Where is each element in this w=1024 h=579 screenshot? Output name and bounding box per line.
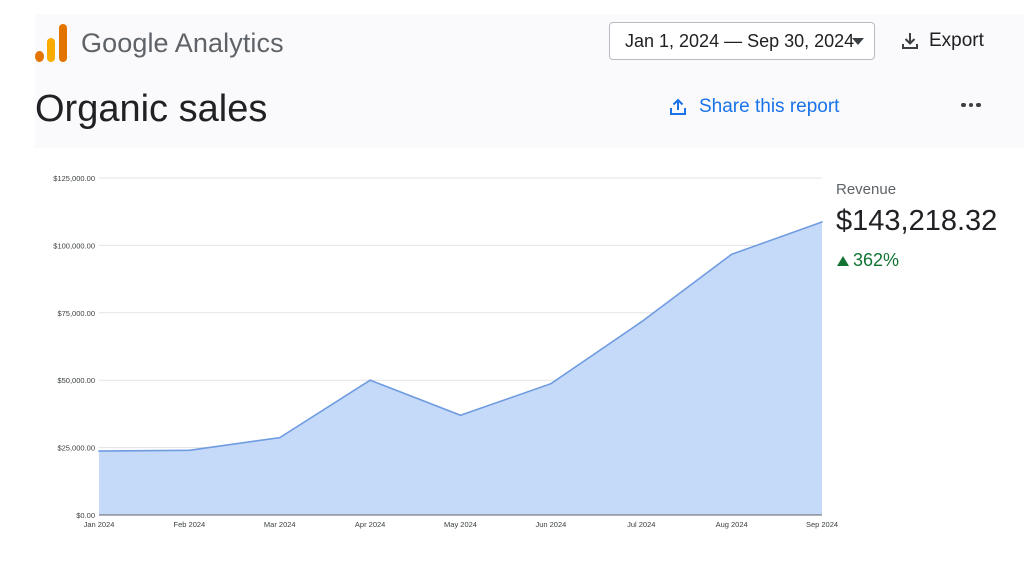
- analytics-logo: [35, 22, 69, 62]
- y-tick-label: $25,000.00: [57, 444, 95, 453]
- revenue-label: Revenue: [836, 181, 897, 198]
- caret-down-icon: [852, 38, 864, 45]
- date-range-picker[interactable]: Jan 1, 2024 — Sep 30, 2024: [609, 22, 875, 60]
- x-tick-label: Sep 2024: [806, 520, 838, 529]
- revenue-value: $143,218.32: [836, 205, 998, 237]
- data-point: [550, 382, 552, 385]
- x-tick-label: Feb 2024: [174, 520, 206, 529]
- x-tick-label: Jun 2024: [535, 520, 566, 529]
- data-point: [278, 436, 281, 439]
- more-vert-icon-dot: [961, 102, 966, 108]
- more-vert-icon-dot: [968, 102, 974, 108]
- x-tick-label: May 2024: [444, 520, 477, 529]
- logo-bar-tall: [59, 24, 67, 62]
- export-label: Export: [929, 30, 984, 51]
- y-tick-label: $50,000.00: [57, 376, 95, 385]
- revenue-change: 362%: [837, 250, 899, 271]
- page-title: Organic sales: [35, 88, 268, 130]
- x-tick-label: Jan 2024: [84, 520, 115, 529]
- y-tick-label: $125,000.00: [53, 174, 95, 183]
- date-range-text: Jan 1, 2024 — Sep 30, 2024: [625, 30, 855, 51]
- logo-bar-short: [35, 51, 44, 62]
- series-area: [99, 221, 822, 515]
- x-tick-label: Apr 2024: [355, 520, 385, 529]
- more-vert-icon-dot: [976, 102, 981, 108]
- data-point: [188, 449, 191, 452]
- data-point: [730, 253, 733, 256]
- data-point: [640, 321, 643, 323]
- logo-bar-medium: [47, 38, 55, 62]
- data-point: [369, 379, 371, 382]
- revenue-change-value: 362%: [853, 250, 900, 270]
- share-label: Share this report: [699, 96, 840, 117]
- more-options-button[interactable]: [956, 93, 986, 117]
- y-tick-label: $75,000.00: [57, 309, 95, 318]
- share-report-button[interactable]: Share this report: [668, 96, 839, 118]
- share-icon: [670, 98, 686, 115]
- logo-text: Google Analytics: [81, 28, 284, 58]
- x-tick-label: Jul 2024: [627, 520, 655, 529]
- x-tick-label: Aug 2024: [716, 520, 748, 529]
- download-icon: [902, 33, 918, 49]
- export-button[interactable]: Export: [900, 30, 984, 52]
- data-point: [459, 414, 462, 417]
- data-point: [821, 221, 823, 223]
- data-point: [98, 450, 100, 452]
- up-triangle-icon: [837, 255, 849, 266]
- y-tick-label: $0.00: [76, 511, 95, 520]
- x-tick-label: Mar 2024: [264, 520, 296, 529]
- y-tick-label: $100,000.00: [53, 241, 95, 250]
